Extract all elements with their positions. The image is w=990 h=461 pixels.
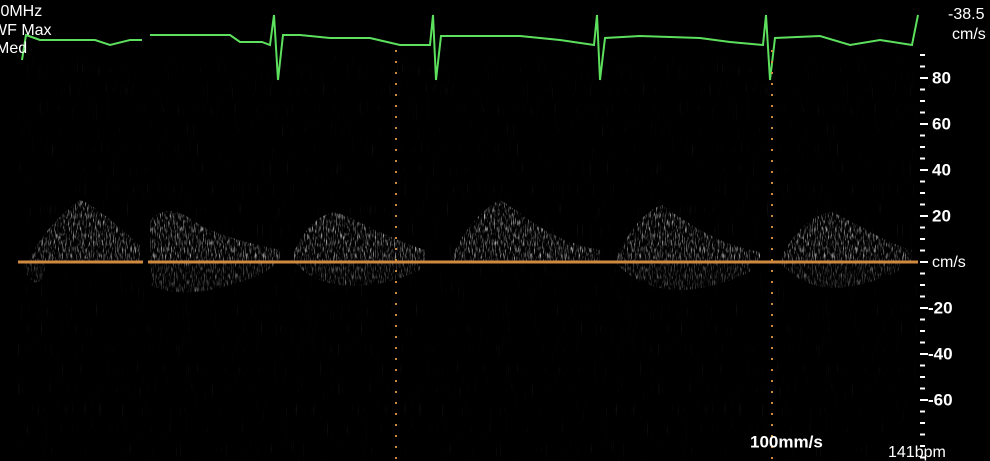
heart-rate: 141bpm	[888, 444, 946, 461]
scale-label: 80	[932, 68, 951, 87]
baseline-label: cm/s	[932, 254, 966, 271]
velocity-range: -38.5	[948, 6, 985, 23]
scale-label: -40	[928, 344, 953, 363]
velocity-unit: cm/s	[952, 26, 986, 43]
header-left: .0MHz WF Max Med	[0, 3, 52, 57]
scale-label: 20	[932, 206, 951, 225]
scale-label: 60	[932, 114, 951, 133]
header-line: .0MHz	[0, 3, 42, 20]
spectrum	[20, 200, 912, 293]
header-line: WF Max	[0, 22, 52, 39]
scale-label: 40	[932, 160, 951, 179]
header-line: Med	[0, 40, 27, 57]
scale-label: -60	[928, 390, 953, 409]
scale-label: -20	[928, 298, 953, 317]
sweep-speed: 100mm/s	[750, 432, 823, 451]
ecg-trace	[21, 14, 919, 81]
